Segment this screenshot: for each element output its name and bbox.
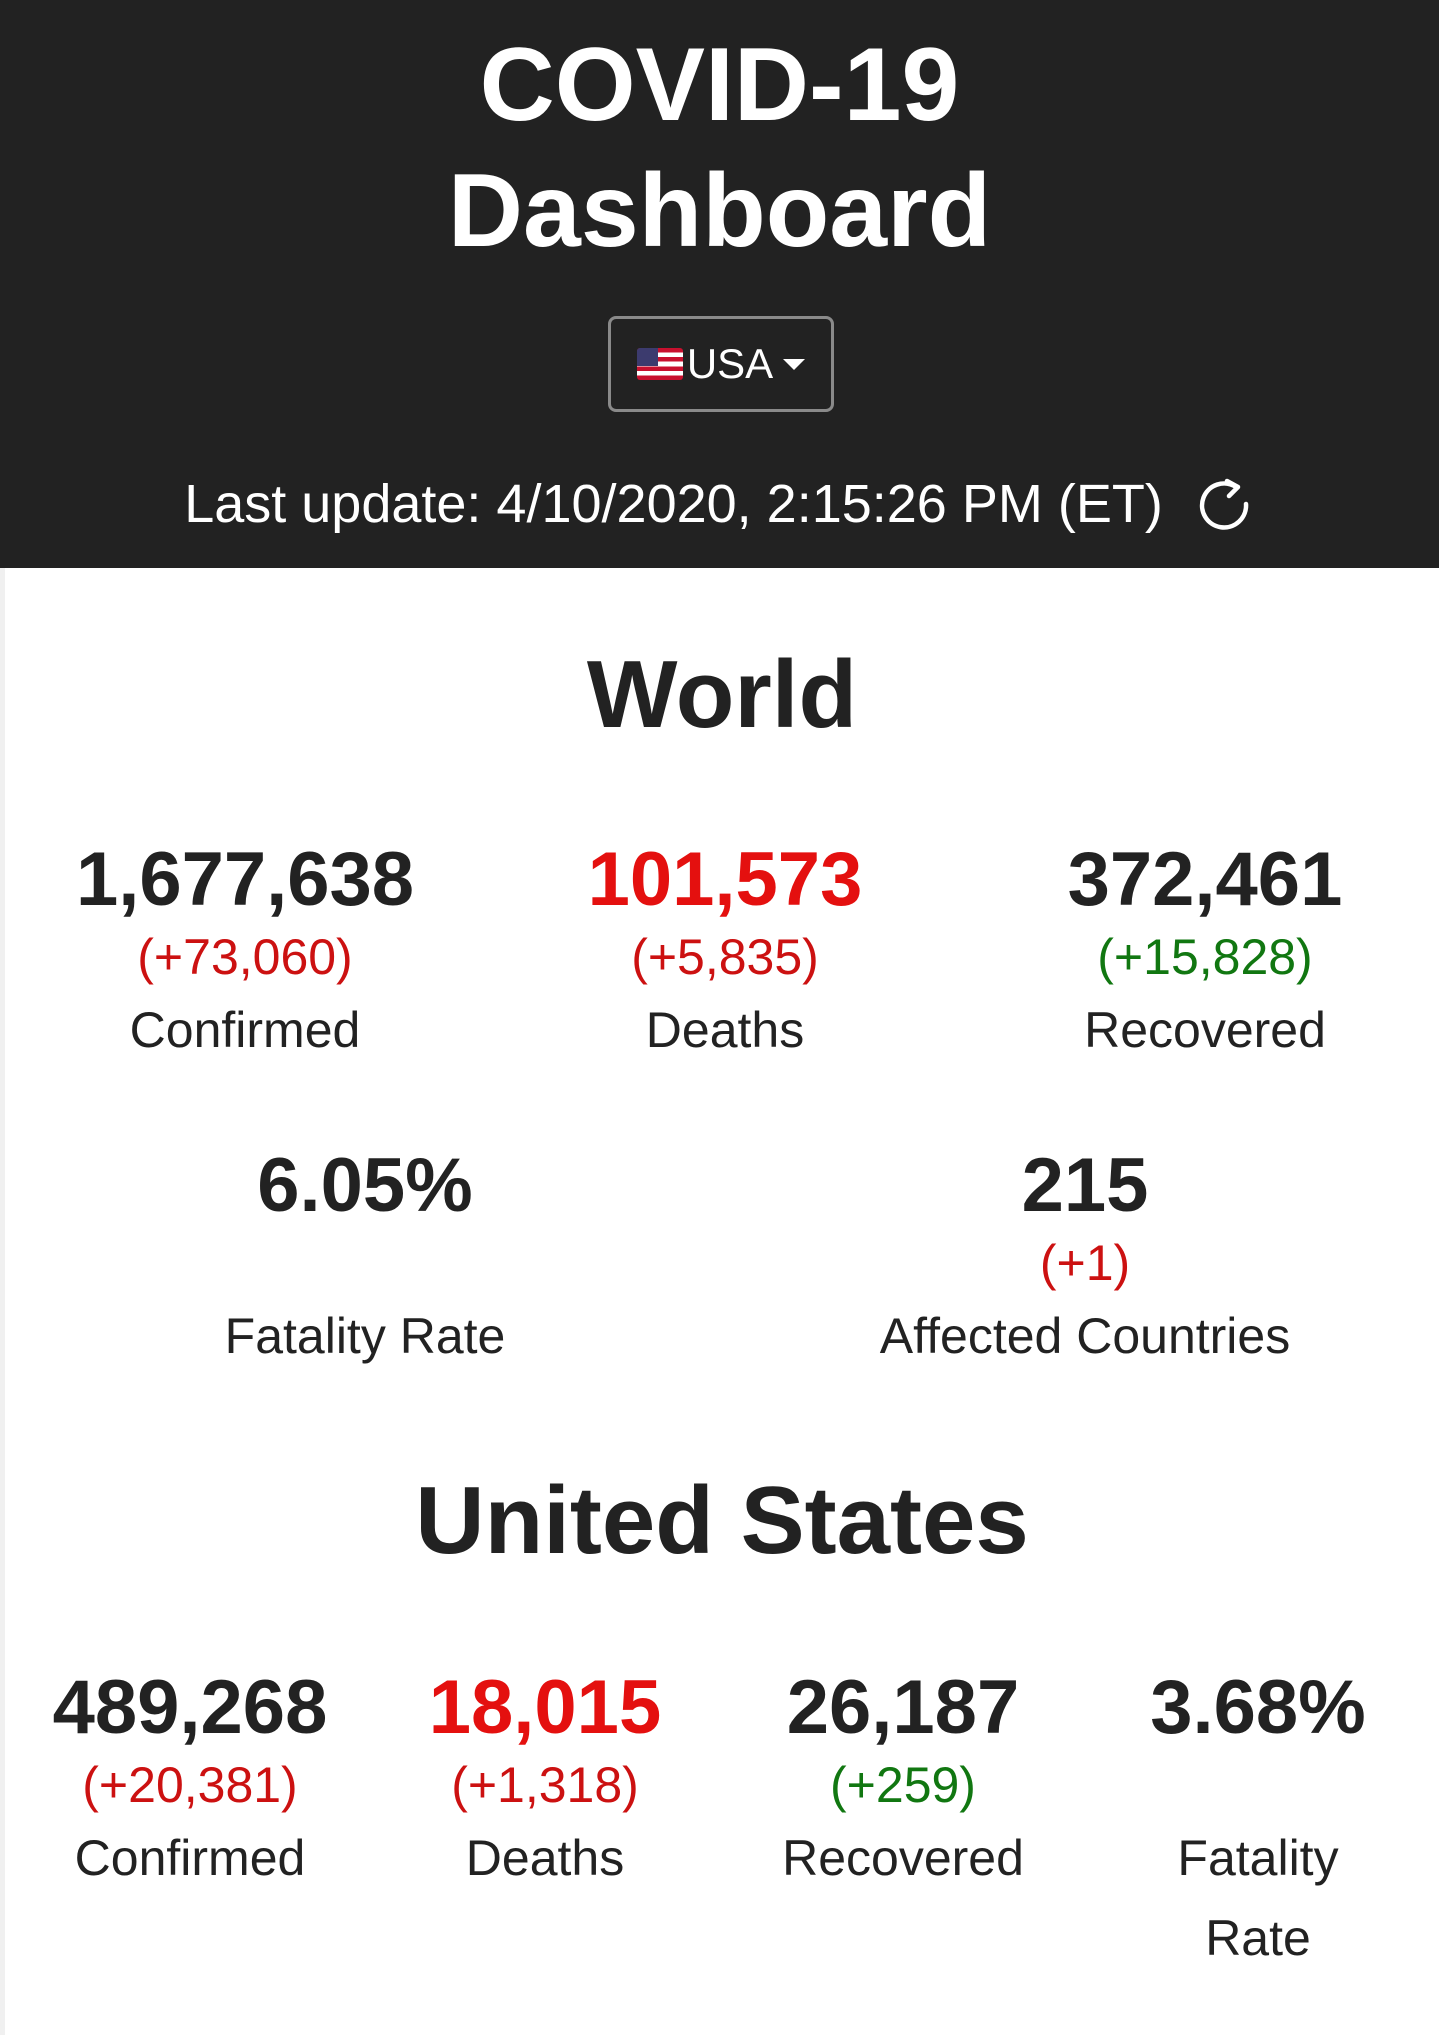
us-confirmed-stat: 489,268 (+20,381) Confirmed bbox=[25, 1664, 355, 1898]
world-affected-countries-value: 215 bbox=[1021, 1143, 1149, 1228]
country-selector-label: USA bbox=[686, 340, 774, 387]
world-fatality-rate-value: 6.05% bbox=[257, 1143, 473, 1228]
refresh-icon[interactable] bbox=[1193, 473, 1255, 535]
us-recovered-stat: 26,187 (+259) Recovered bbox=[738, 1664, 1068, 1898]
us-flag-icon bbox=[636, 348, 683, 380]
title-line-2: Dashboard bbox=[447, 153, 992, 269]
world-confirmed-label: Confirmed bbox=[129, 1002, 361, 1058]
world-recovered-label: Recovered bbox=[1084, 1002, 1326, 1058]
world-affected-countries-label: Affected Countries bbox=[879, 1308, 1291, 1364]
world-fatality-rate-stat: 6.05% Fatality Rate bbox=[165, 1142, 565, 1376]
page-title: COVID-19 Dashboard bbox=[0, 22, 1439, 274]
us-recovered-delta: (+259) bbox=[830, 1757, 976, 1813]
us-deaths-stat: 18,015 (+1,318) Deaths bbox=[380, 1664, 710, 1898]
world-affected-countries-delta: (+1) bbox=[1039, 1235, 1131, 1291]
title-line-1: COVID-19 bbox=[479, 27, 960, 143]
world-section-title: World bbox=[586, 641, 858, 748]
us-recovered-value: 26,187 bbox=[786, 1665, 1020, 1750]
dashboard-header: COVID-19 Dashboard USA Last update: 4/10… bbox=[0, 0, 1439, 568]
us-fatality-rate-label: Fatality Rate bbox=[1093, 1818, 1423, 1978]
us-recovered-label: Recovered bbox=[782, 1830, 1024, 1886]
last-update-text: Last update: 4/10/2020, 2:15:26 PM (ET) bbox=[184, 474, 1163, 534]
us-deaths-value: 18,015 bbox=[428, 1665, 662, 1750]
us-confirmed-value: 489,268 bbox=[52, 1665, 328, 1750]
us-fatality-rate-label-line-2: Rate bbox=[1205, 1910, 1311, 1966]
world-recovered-stat: 372,461 (+15,828) Recovered bbox=[1015, 836, 1395, 1070]
world-deaths-delta: (+5,835) bbox=[631, 929, 819, 985]
us-deaths-label: Deaths bbox=[465, 1830, 625, 1886]
world-deaths-stat: 101,573 (+5,835) Deaths bbox=[535, 836, 915, 1070]
world-confirmed-value: 1,677,638 bbox=[75, 837, 415, 922]
us-confirmed-label: Confirmed bbox=[74, 1830, 306, 1886]
world-recovered-delta: (+15,828) bbox=[1097, 929, 1313, 985]
us-section-title: United States bbox=[415, 1467, 1029, 1574]
country-selector-button[interactable]: USA bbox=[608, 316, 834, 412]
stats-panel: World 1,677,638 (+73,060) Confirmed 101,… bbox=[5, 568, 1439, 2035]
us-fatality-rate-stat: 3.68% Fatality Rate bbox=[1093, 1664, 1423, 1978]
world-confirmed-stat: 1,677,638 (+73,060) Confirmed bbox=[55, 836, 435, 1070]
us-fatality-rate-value: 3.68% bbox=[1150, 1665, 1366, 1750]
us-fatality-rate-label-line-1: Fatality bbox=[1177, 1830, 1339, 1886]
world-deaths-label: Deaths bbox=[645, 1002, 805, 1058]
world-recovered-value: 372,461 bbox=[1067, 837, 1343, 922]
last-update-row: Last update: 4/10/2020, 2:15:26 PM (ET) bbox=[0, 468, 1439, 540]
world-deaths-value: 101,573 bbox=[587, 837, 863, 922]
world-fatality-rate-label: Fatality Rate bbox=[224, 1308, 506, 1364]
caret-down-icon bbox=[783, 358, 806, 370]
world-affected-countries-stat: 215 (+1) Affected Countries bbox=[835, 1142, 1335, 1376]
world-confirmed-delta: (+73,060) bbox=[137, 929, 353, 985]
us-deaths-delta: (+1,318) bbox=[451, 1757, 639, 1813]
us-confirmed-delta: (+20,381) bbox=[82, 1757, 298, 1813]
